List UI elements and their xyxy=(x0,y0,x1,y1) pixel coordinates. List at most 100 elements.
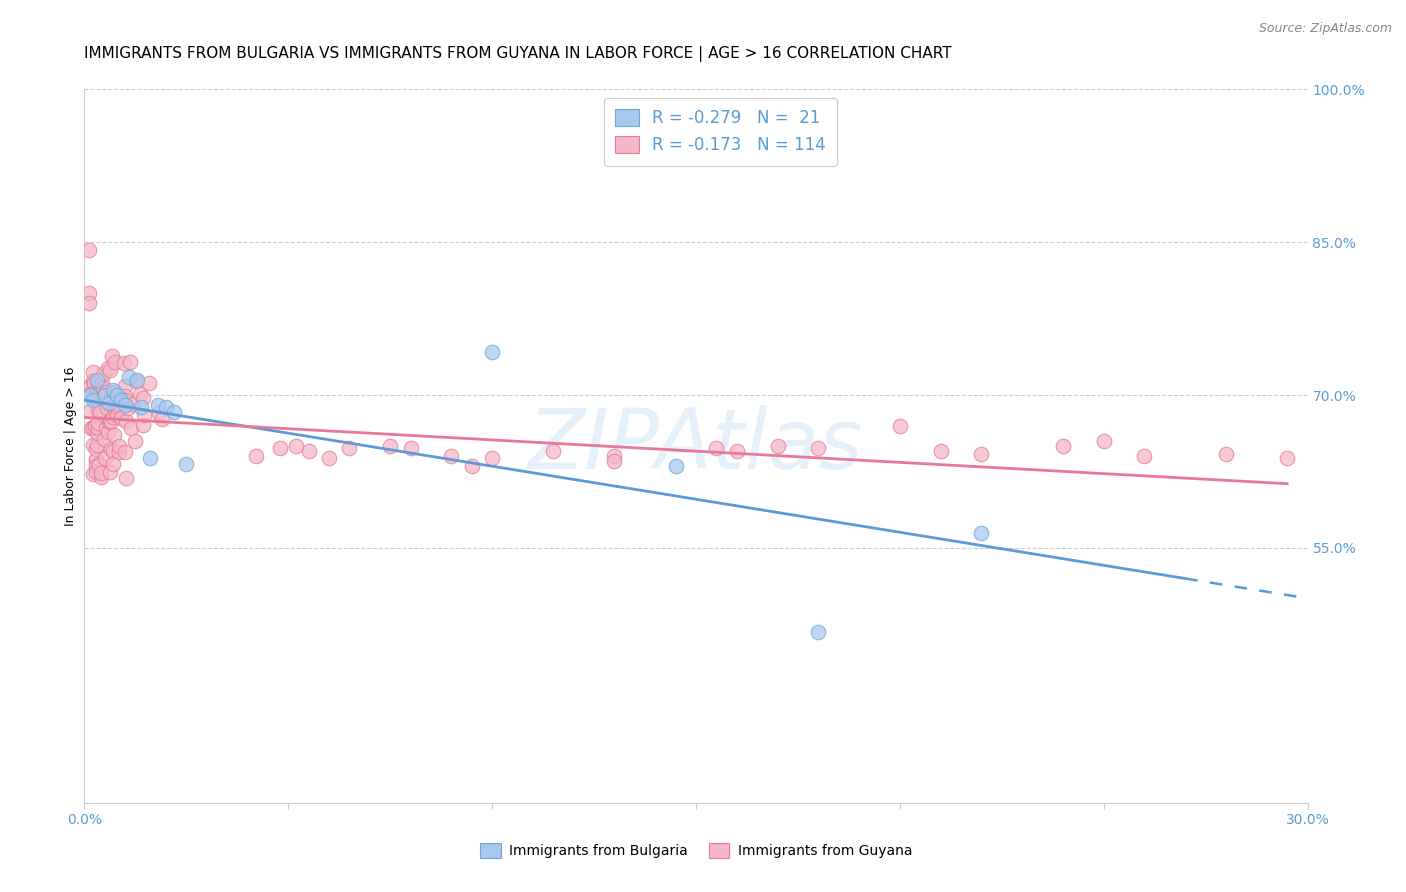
Point xyxy=(79,378,101,392)
Point xyxy=(84,465,107,479)
Point xyxy=(82,393,104,408)
Point xyxy=(543,444,565,458)
Point xyxy=(138,376,160,390)
Point xyxy=(91,376,114,391)
Point xyxy=(481,451,503,466)
Point xyxy=(118,369,141,384)
Point xyxy=(104,403,127,417)
Point xyxy=(98,414,121,428)
Point xyxy=(766,439,789,453)
Point xyxy=(87,458,110,472)
Point xyxy=(97,415,120,429)
Point xyxy=(1092,434,1115,448)
Point xyxy=(82,467,104,482)
Point xyxy=(83,376,105,390)
Point xyxy=(87,402,110,417)
Point xyxy=(94,384,117,399)
Point xyxy=(101,410,124,425)
Point xyxy=(79,296,101,310)
Point xyxy=(114,392,136,407)
Point xyxy=(97,396,120,410)
Point xyxy=(96,395,118,409)
Point xyxy=(970,525,993,540)
Legend: Immigrants from Bulgaria, Immigrants from Guyana: Immigrants from Bulgaria, Immigrants fro… xyxy=(474,838,918,863)
Point xyxy=(706,441,728,455)
Point xyxy=(807,441,830,455)
Point xyxy=(89,385,111,400)
Point xyxy=(96,401,118,416)
Point xyxy=(108,439,131,453)
Point xyxy=(134,409,156,423)
Point xyxy=(84,453,107,467)
Point xyxy=(124,434,146,448)
Point xyxy=(87,421,110,435)
Point xyxy=(150,412,173,426)
Point xyxy=(84,442,107,456)
Point xyxy=(84,419,107,434)
Point xyxy=(100,363,122,377)
Point xyxy=(461,459,484,474)
Point xyxy=(107,397,129,411)
Point xyxy=(889,418,911,433)
Point xyxy=(79,286,101,301)
Point xyxy=(665,459,688,474)
Point xyxy=(84,459,107,474)
Point xyxy=(103,427,125,442)
Point xyxy=(100,442,122,456)
Point xyxy=(101,457,124,471)
Point xyxy=(90,467,112,481)
Point xyxy=(104,385,127,400)
Point xyxy=(725,444,748,458)
Point xyxy=(79,244,101,258)
Y-axis label: In Labor Force | Age > 16: In Labor Force | Age > 16 xyxy=(65,367,77,525)
Point xyxy=(245,449,267,463)
Point xyxy=(84,452,107,467)
Point xyxy=(399,441,422,455)
Point xyxy=(117,401,139,416)
Point xyxy=(107,445,129,459)
Point xyxy=(101,383,124,397)
Point xyxy=(93,432,115,446)
Point xyxy=(114,389,136,403)
Point xyxy=(380,439,402,453)
Point xyxy=(94,450,117,465)
Point xyxy=(131,401,153,415)
Point xyxy=(603,449,626,463)
Point xyxy=(132,418,155,433)
Point xyxy=(86,425,108,440)
Point xyxy=(115,471,138,485)
Point xyxy=(269,441,291,455)
Point xyxy=(1133,449,1156,463)
Point xyxy=(298,444,321,458)
Point xyxy=(97,361,120,376)
Point xyxy=(127,373,149,387)
Point xyxy=(122,397,145,411)
Point xyxy=(481,345,503,359)
Point xyxy=(101,349,124,363)
Point xyxy=(114,379,136,393)
Point xyxy=(93,381,115,395)
Point xyxy=(929,444,952,458)
Point xyxy=(79,386,101,401)
Point xyxy=(79,404,101,418)
Point xyxy=(79,388,101,402)
Point xyxy=(285,439,308,453)
Point xyxy=(86,373,108,387)
Point xyxy=(94,387,117,401)
Point xyxy=(84,392,107,407)
Point xyxy=(90,469,112,483)
Point xyxy=(807,624,830,639)
Point xyxy=(107,401,129,415)
Point xyxy=(146,398,169,412)
Point xyxy=(114,414,136,428)
Point xyxy=(87,417,110,431)
Point xyxy=(80,421,103,435)
Point xyxy=(970,447,993,461)
Point xyxy=(440,449,463,463)
Text: IMMIGRANTS FROM BULGARIA VS IMMIGRANTS FROM GUYANA IN LABOR FORCE | AGE > 16 COR: IMMIGRANTS FROM BULGARIA VS IMMIGRANTS F… xyxy=(84,46,952,62)
Point xyxy=(1277,451,1299,466)
Point xyxy=(86,375,108,389)
Point xyxy=(93,366,115,380)
Point xyxy=(97,425,120,439)
Point xyxy=(114,398,136,412)
